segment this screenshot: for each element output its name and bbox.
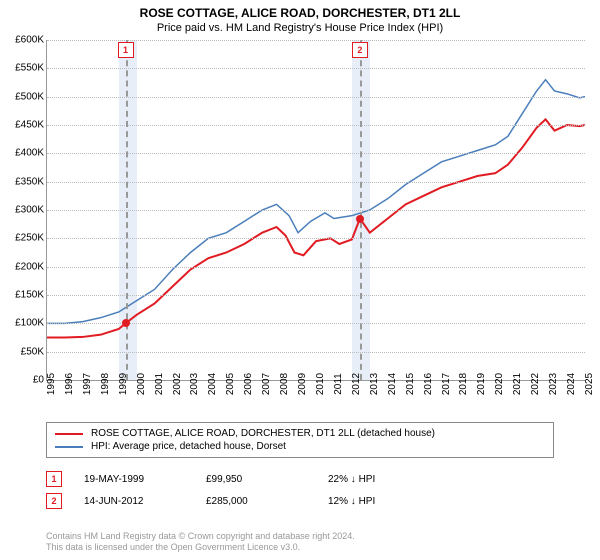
footer-line2: This data is licensed under the Open Gov…	[46, 542, 355, 554]
x-axis-label: 2009	[297, 373, 308, 395]
series-line	[47, 80, 585, 324]
chart-area: 12 £0£50K£100K£150K£200K£250K£300K£350K£…	[46, 40, 584, 410]
gridline	[47, 238, 585, 239]
x-axis-label: 1999	[118, 373, 129, 395]
legend-swatch	[55, 433, 83, 435]
marker-box: 2	[352, 42, 368, 58]
sale-diff: 12% ↓ HPI	[328, 496, 428, 507]
x-axis-label: 2005	[225, 373, 236, 395]
sale-marker-box: 2	[46, 493, 62, 509]
marker-box: 1	[118, 42, 134, 58]
x-axis-label: 2015	[405, 373, 416, 395]
x-axis-label: 1997	[82, 373, 93, 395]
gridline	[47, 352, 585, 353]
gridline	[47, 40, 585, 41]
x-axis-label: 2024	[566, 373, 577, 395]
gridline	[47, 97, 585, 98]
y-axis-label: £150K	[4, 290, 44, 301]
gridline	[47, 68, 585, 69]
legend: ROSE COTTAGE, ALICE ROAD, DORCHESTER, DT…	[46, 422, 554, 458]
y-axis-label: £550K	[4, 63, 44, 74]
y-axis-label: £400K	[4, 148, 44, 159]
y-axis-label: £250K	[4, 233, 44, 244]
x-axis-label: 2010	[315, 373, 326, 395]
x-axis-label: 2023	[548, 373, 559, 395]
sale-date: 19-MAY-1999	[84, 474, 184, 485]
sale-marker-box: 1	[46, 471, 62, 487]
x-axis-label: 2007	[261, 373, 272, 395]
y-axis-label: £100K	[4, 318, 44, 329]
y-axis-label: £300K	[4, 205, 44, 216]
sales-table: 1 19-MAY-1999 £99,950 22% ↓ HPI 2 14-JUN-2012…	[46, 468, 428, 512]
x-axis-label: 2021	[512, 373, 523, 395]
x-axis-label: 2012	[351, 373, 362, 395]
x-axis-label: 2000	[136, 373, 147, 395]
y-axis-label: £500K	[4, 91, 44, 102]
gridline	[47, 153, 585, 154]
legend-swatch	[55, 446, 83, 448]
y-axis-label: £0	[4, 375, 44, 386]
x-axis-label: 2017	[441, 373, 452, 395]
x-axis-label: 2016	[423, 373, 434, 395]
x-axis-label: 2003	[189, 373, 200, 395]
x-axis-label: 2014	[387, 373, 398, 395]
sale-date: 14-JUN-2012	[84, 496, 184, 507]
chart-title: ROSE COTTAGE, ALICE ROAD, DORCHESTER, DT…	[0, 0, 600, 20]
x-axis-label: 2004	[207, 373, 218, 395]
plot-region: 12	[46, 40, 585, 381]
legend-label: HPI: Average price, detached house, Dors…	[91, 441, 286, 452]
x-axis-label: 2006	[243, 373, 254, 395]
x-axis-label: 2018	[458, 373, 469, 395]
gridline	[47, 267, 585, 268]
footer-line1: Contains HM Land Registry data © Crown c…	[46, 531, 355, 543]
marker-line	[360, 40, 362, 380]
sale-point	[356, 215, 364, 223]
gridline	[47, 182, 585, 183]
x-axis-label: 1998	[100, 373, 111, 395]
y-axis-label: £350K	[4, 176, 44, 187]
y-axis-label: £450K	[4, 120, 44, 131]
y-axis-label: £200K	[4, 261, 44, 272]
gridline	[47, 210, 585, 211]
sale-row: 1 19-MAY-1999 £99,950 22% ↓ HPI	[46, 468, 428, 490]
chart-subtitle: Price paid vs. HM Land Registry's House …	[0, 20, 600, 38]
series-line	[47, 119, 585, 337]
y-axis-label: £600K	[4, 35, 44, 46]
x-axis-label: 2011	[333, 373, 344, 395]
x-axis-label: 2001	[154, 373, 165, 395]
x-axis-label: 2002	[172, 373, 183, 395]
sale-price: £99,950	[206, 474, 306, 485]
x-axis-label: 2025	[584, 373, 595, 395]
x-axis-label: 2013	[369, 373, 380, 395]
sale-row: 2 14-JUN-2012 £285,000 12% ↓ HPI	[46, 490, 428, 512]
gridline	[47, 125, 585, 126]
sale-price: £285,000	[206, 496, 306, 507]
x-axis-label: 2022	[530, 373, 541, 395]
marker-line	[126, 40, 128, 380]
footer: Contains HM Land Registry data © Crown c…	[46, 531, 355, 554]
x-axis-label: 1995	[46, 373, 57, 395]
legend-row: ROSE COTTAGE, ALICE ROAD, DORCHESTER, DT…	[55, 427, 545, 440]
gridline	[47, 295, 585, 296]
x-axis-label: 2019	[476, 373, 487, 395]
sale-diff: 22% ↓ HPI	[328, 474, 428, 485]
sale-point	[122, 319, 130, 327]
y-axis-label: £50K	[4, 346, 44, 357]
x-axis-label: 2008	[279, 373, 290, 395]
x-axis-label: 2020	[494, 373, 505, 395]
legend-label: ROSE COTTAGE, ALICE ROAD, DORCHESTER, DT…	[91, 428, 435, 439]
legend-row: HPI: Average price, detached house, Dors…	[55, 440, 545, 453]
x-axis-label: 1996	[64, 373, 75, 395]
